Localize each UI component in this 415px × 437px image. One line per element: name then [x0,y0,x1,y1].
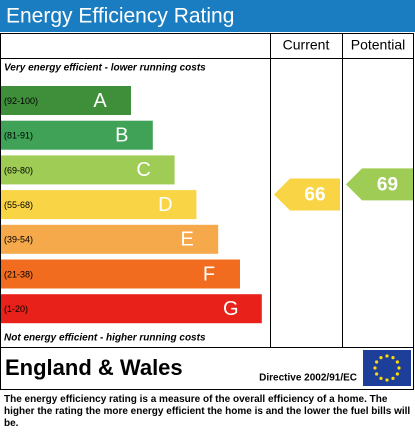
chart-title: Energy Efficiency Rating [6,5,234,28]
band-range: (1-20) [4,304,28,314]
band-letter: B [115,124,128,146]
band [1,86,131,115]
rating-value: 66 [304,185,325,206]
flag-star [385,378,389,382]
column-header: Potential [351,37,405,53]
band-letter: G [223,298,239,320]
flag-star [395,360,399,364]
flag-star [397,366,401,370]
band [1,190,197,220]
band-range: (92-100) [4,96,38,106]
rating-arrow [274,178,340,211]
band-letter: C [136,159,150,181]
band-letter: A [93,90,107,112]
flag-star [379,376,383,380]
band-range: (69-80) [4,165,33,175]
band [1,294,262,324]
band [1,259,240,289]
band-letter: E [181,229,194,251]
top-note: Very energy efficient - lower running co… [4,63,206,74]
flag-star [391,356,395,360]
band-letter: D [158,194,172,216]
title-bar [0,0,415,32]
bottom-note: Not energy efficient - higher running co… [4,333,206,344]
flag-star [391,376,395,380]
chart: Energy Efficiency Rating Current Potenti… [0,0,415,390]
flag-star [373,366,377,370]
band-range: (21-38) [4,269,33,279]
eu-flag [363,350,411,386]
flag-star [395,372,399,376]
column-header: Current [283,37,330,53]
band-range: (81-91) [4,131,33,141]
footer-text: The energy efficiency rating is a measur… [4,394,411,429]
flag-star [375,360,379,364]
region: England & Wales [5,355,183,380]
flag-star [375,372,379,376]
band-range: (55-68) [4,200,33,210]
band [1,155,175,185]
directive: Directive 2002/91/EC [259,373,357,384]
band-range: (39-54) [4,235,33,245]
frame [0,33,414,390]
rating-value: 69 [377,174,398,195]
rating-arrow [346,168,413,201]
band [1,120,153,150]
flag-star [385,354,389,358]
flag-star [379,356,383,360]
band [1,224,219,254]
band-letter: F [203,263,215,285]
